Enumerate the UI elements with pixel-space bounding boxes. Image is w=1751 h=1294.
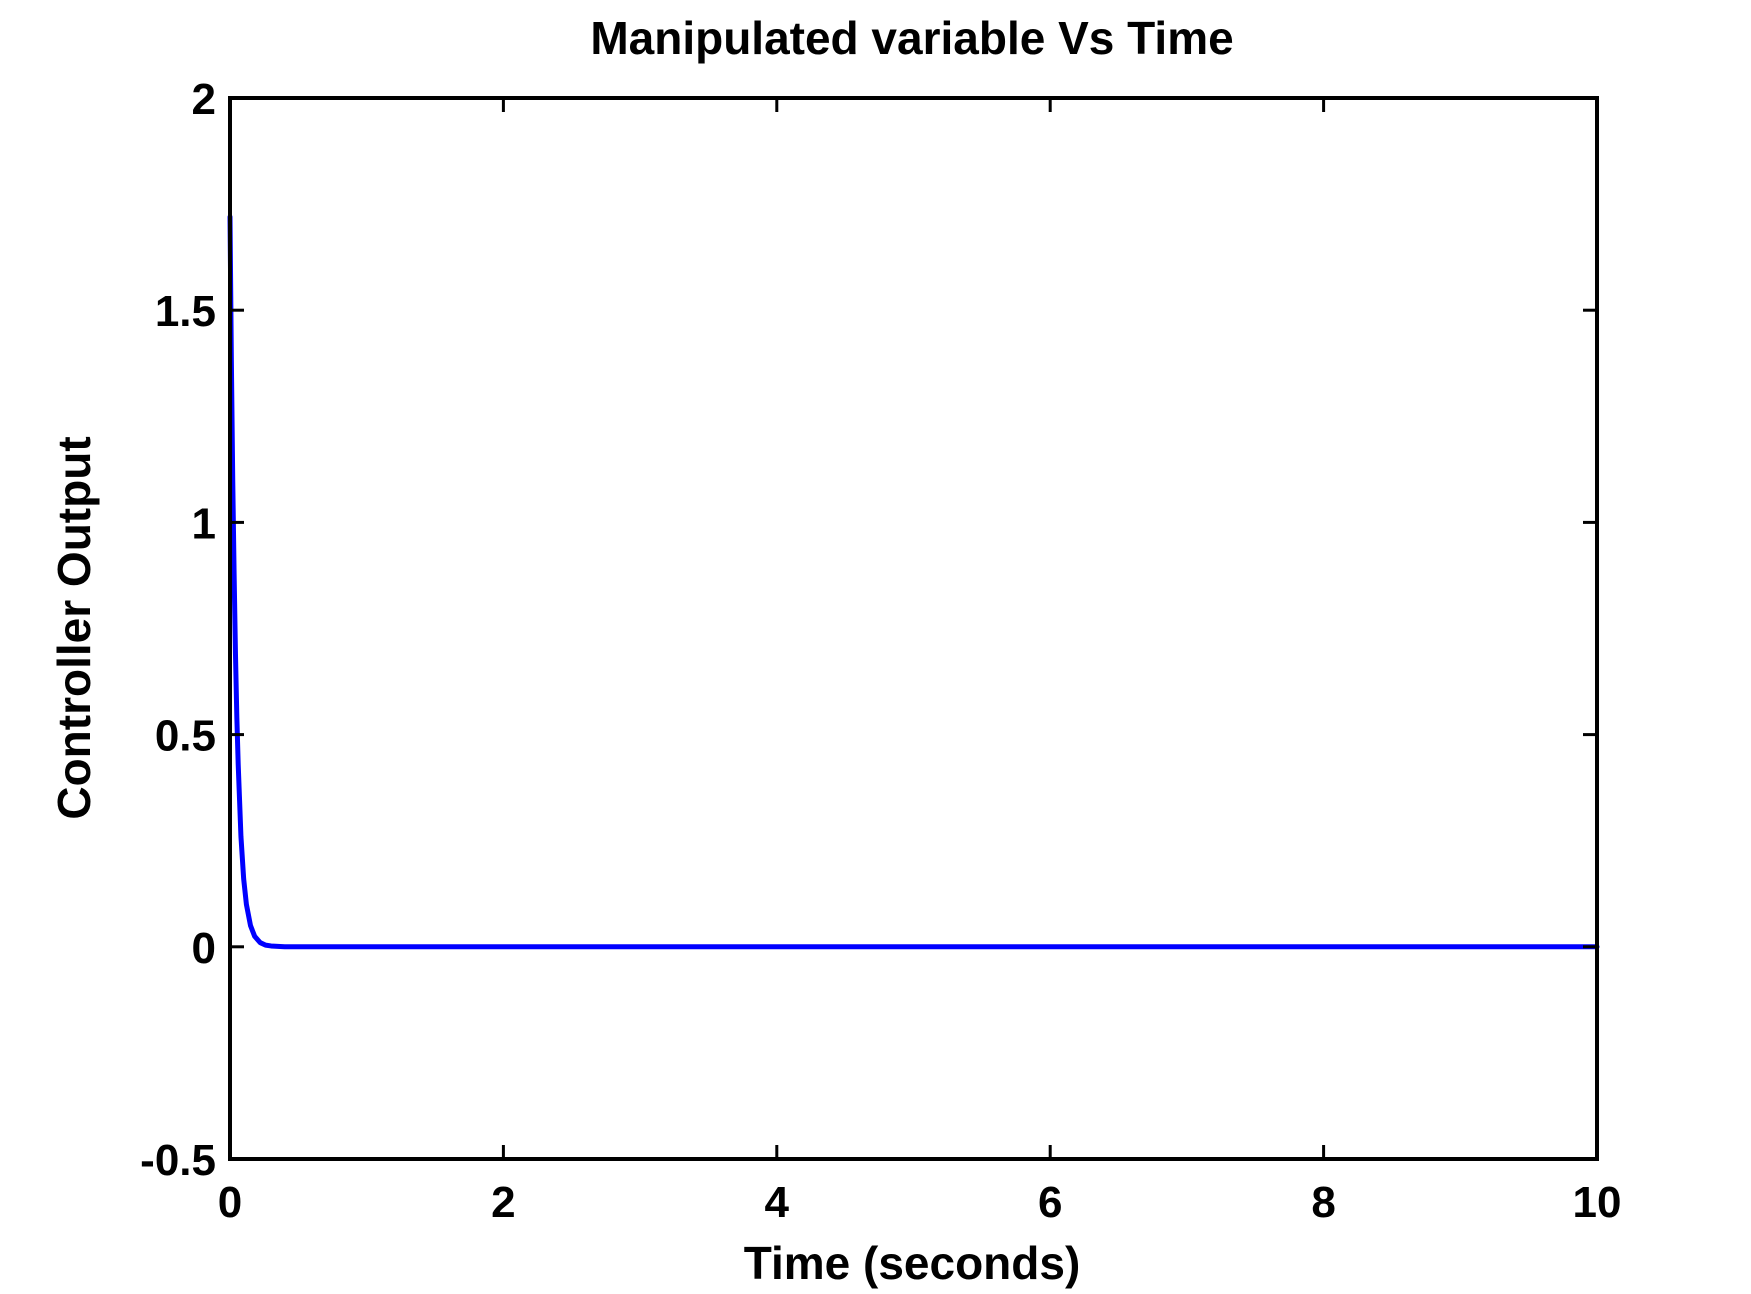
x-axis-label: Time (seconds) xyxy=(744,1237,1081,1289)
x-tick-label: 10 xyxy=(1573,1178,1622,1227)
x-tick-label: 6 xyxy=(1038,1178,1062,1227)
plot-area-frame xyxy=(228,96,1599,1161)
x-tick-label: 0 xyxy=(218,1178,242,1227)
y-tick-label: -0.5 xyxy=(140,1136,216,1185)
y-tick-label: 1 xyxy=(192,499,216,548)
y-tick-label: 0 xyxy=(192,924,216,973)
x-tick-label: 2 xyxy=(491,1178,515,1227)
y-axis-label: Controller Output xyxy=(48,436,100,819)
x-tick-label: 8 xyxy=(1311,1178,1335,1227)
y-tick-label: 0.5 xyxy=(155,712,216,761)
x-axis: 0 2 4 6 8 10 xyxy=(218,98,1622,1227)
chart-title: Manipulated variable Vs Time xyxy=(590,12,1233,64)
y-axis: -0.5 0 0.5 1 1.5 2 xyxy=(140,75,1597,1185)
series-line-1 xyxy=(227,214,1600,950)
x-tick-label: 4 xyxy=(765,1178,790,1227)
y-tick-label: 1.5 xyxy=(155,287,216,336)
y-tick-label: 2 xyxy=(192,75,216,124)
plot-series-layer xyxy=(227,214,1600,950)
